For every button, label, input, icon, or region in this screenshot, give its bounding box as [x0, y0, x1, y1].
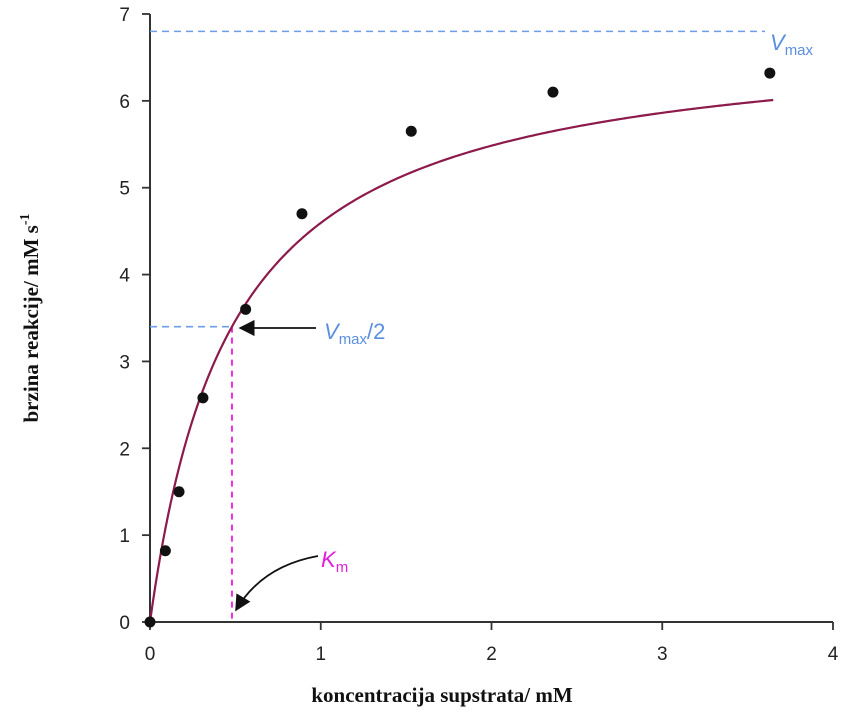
data-point — [296, 208, 308, 220]
x-ticks: 0 1 2 3 4 — [145, 622, 839, 665]
y-axis-title-main: brzina reakcije/ mM s — [19, 225, 43, 422]
data-points — [144, 67, 776, 628]
x-tick-label: 2 — [486, 644, 497, 665]
km-label-symbol: K — [321, 547, 337, 572]
data-point — [159, 545, 171, 557]
km-arrow — [235, 555, 319, 612]
vmax-label: Vmax — [770, 30, 814, 59]
y-ticks: 0 1 2 3 4 5 6 7 — [119, 5, 150, 634]
vmax-half-suffix: /2 — [367, 319, 385, 344]
x-tick-label: 4 — [828, 644, 839, 665]
y-axis-title-superscript: -1 — [18, 214, 33, 226]
y-tick-label: 0 — [119, 613, 130, 634]
y-tick-label: 7 — [119, 5, 130, 26]
data-point — [547, 86, 559, 98]
reference-lines — [150, 30, 765, 622]
data-point — [764, 67, 776, 79]
y-axis-title: brzina reakcije/ mM s-1 — [18, 214, 43, 423]
x-tick-label: 0 — [145, 644, 156, 665]
data-point — [173, 486, 185, 498]
y-tick-label: 6 — [119, 92, 130, 113]
vmax-half-subscript: max — [339, 331, 368, 348]
y-tick-label: 4 — [119, 266, 130, 287]
km-label-subscript: m — [336, 559, 349, 576]
data-point — [197, 392, 209, 404]
y-tick-label: 5 — [119, 179, 130, 200]
vmax-half-symbol: V — [324, 319, 341, 344]
x-tick-label: 1 — [315, 644, 326, 665]
vmax-label-symbol: V — [770, 30, 787, 55]
vmax-half-label: Vmax/2 — [324, 319, 385, 348]
y-tick-label: 2 — [119, 439, 130, 460]
vmax-label-subscript: max — [785, 42, 814, 59]
michaelis-menten-curve — [148, 98, 774, 623]
x-axis-title: koncentracija supstrata/ mM — [311, 683, 572, 707]
x-tick-label: 3 — [657, 644, 668, 665]
data-point — [405, 125, 417, 137]
km-label: Km — [321, 547, 348, 576]
y-tick-label: 1 — [119, 526, 130, 547]
data-point — [240, 303, 252, 315]
data-point — [144, 616, 156, 628]
y-tick-label: 3 — [119, 352, 130, 373]
